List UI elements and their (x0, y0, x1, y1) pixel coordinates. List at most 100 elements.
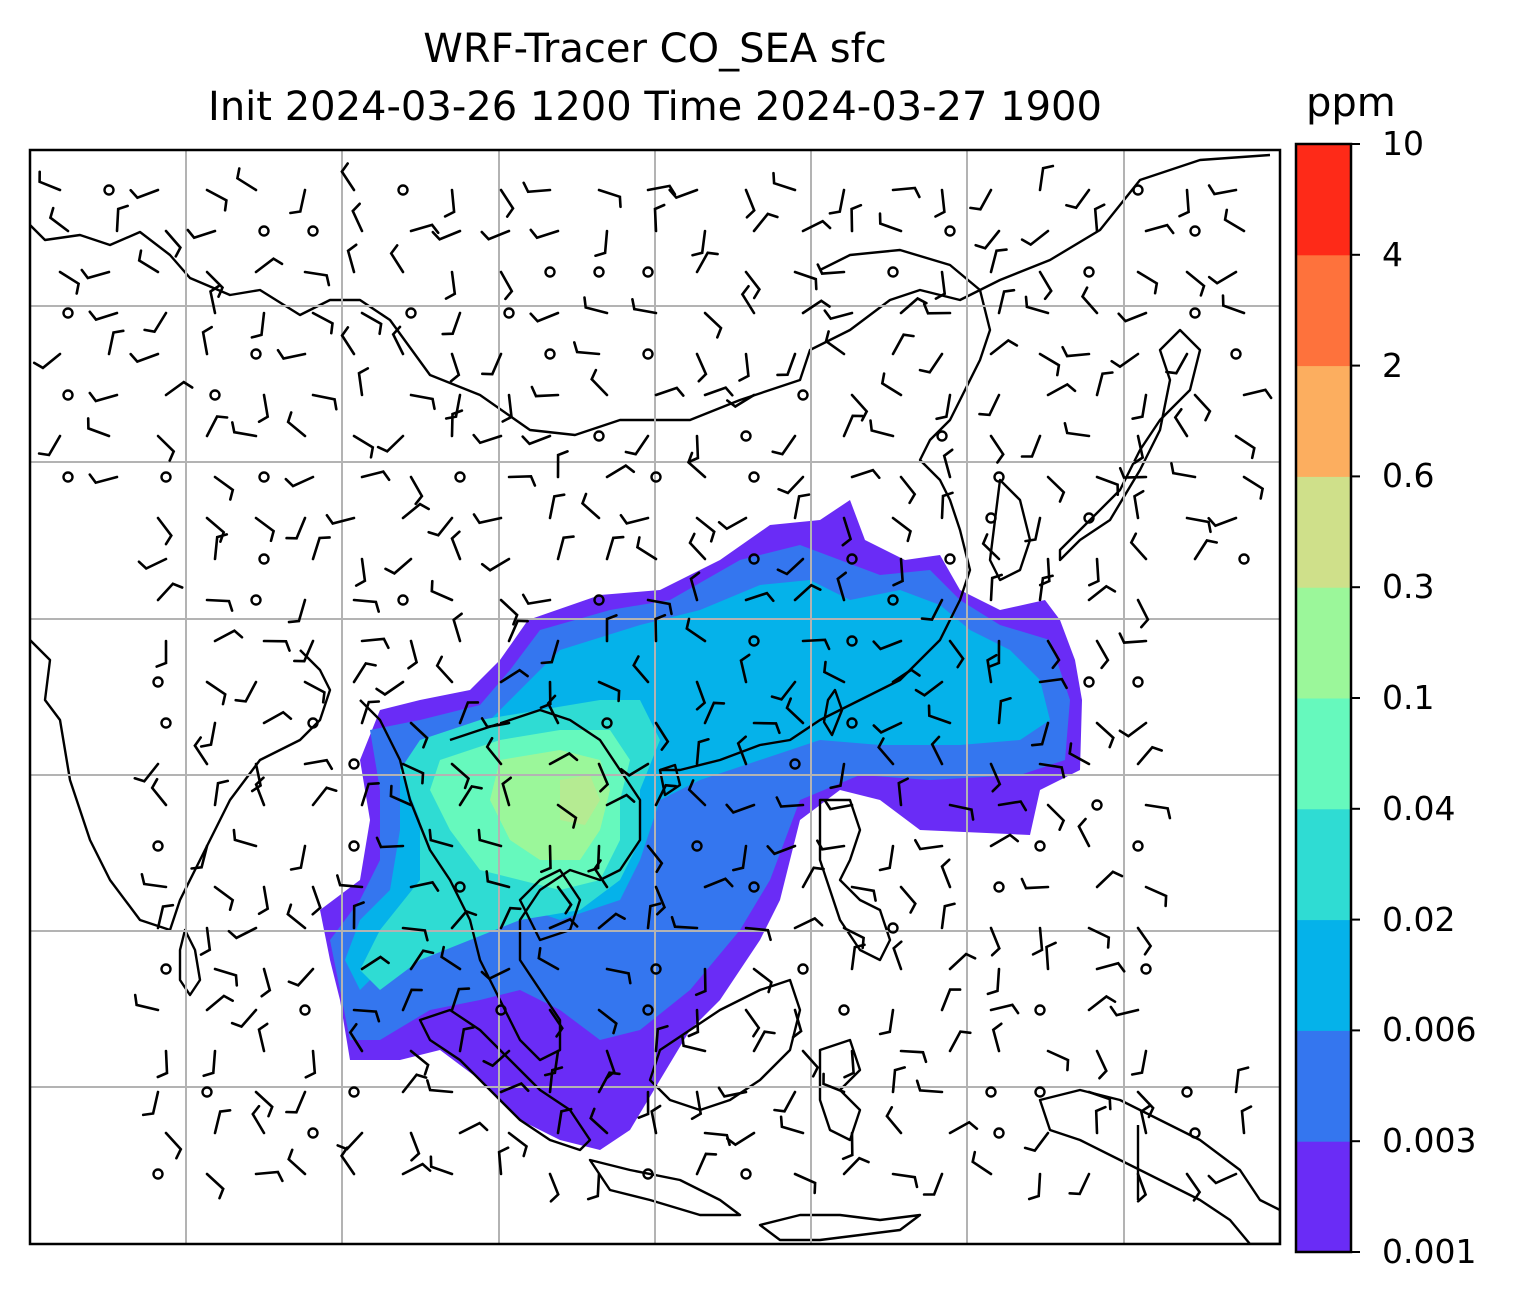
wind-barb (140, 873, 168, 889)
wind-barb (997, 800, 1028, 812)
calm-wind-marker (642, 266, 654, 278)
wind-barb (801, 638, 831, 651)
calm-wind-marker (1083, 676, 1095, 688)
wind-barb (586, 1172, 601, 1201)
wind-barb (940, 902, 956, 930)
colorbar-band (1296, 254, 1351, 367)
wind-barb (891, 1172, 919, 1189)
wind-barb (1046, 475, 1066, 503)
wind-barb (360, 470, 391, 482)
wind-barb (285, 1090, 307, 1114)
calm-wind-marker (748, 881, 760, 893)
calm-wind-marker (887, 594, 899, 606)
wind-barb (801, 1049, 820, 1078)
wind-barb (654, 783, 678, 807)
coast-java (588, 1158, 742, 1217)
wind-barb (548, 1008, 564, 1038)
wind-barb (695, 516, 716, 543)
wind-barb (556, 1107, 573, 1135)
wind-barb (801, 866, 825, 889)
wind-barb (254, 776, 266, 807)
wind-barb (1038, 677, 1068, 690)
wind-barb (646, 184, 677, 196)
wind-barb (739, 653, 751, 684)
wind-barb (1068, 742, 1091, 766)
wind-barb (1068, 1172, 1091, 1196)
colorbar-tick-label: 4 (1382, 234, 1403, 274)
wind-barb (251, 1104, 266, 1135)
wind-barb (48, 206, 70, 233)
wind-barb (311, 536, 331, 561)
wind-barb (703, 311, 723, 339)
wind-barb (202, 1049, 217, 1078)
wind-barb (346, 243, 358, 274)
wind-barbs (32, 162, 1273, 1203)
wind-barb (725, 803, 756, 815)
wind-barb (485, 870, 511, 889)
wind-barb (948, 952, 977, 971)
wind-barb (822, 1072, 846, 1094)
calm-wind-marker (544, 348, 556, 360)
wind-barb (137, 249, 160, 274)
wind-barb (1223, 208, 1246, 233)
wind-barb (695, 1152, 718, 1176)
wind-barb (1094, 1105, 1107, 1135)
wind-barb (1095, 870, 1124, 889)
wind-barb (354, 557, 367, 587)
wind-barb (501, 393, 513, 423)
wind-barb (205, 680, 227, 706)
wind-barb (927, 704, 952, 725)
wind-barb (850, 885, 877, 902)
wind-barb (543, 1049, 560, 1077)
wind-barb (376, 434, 405, 453)
wind-barb (1136, 270, 1159, 295)
calm-wind-marker (1132, 184, 1144, 196)
wind-barb (891, 1066, 906, 1094)
wind-barb (775, 796, 805, 808)
wind-barb (681, 1034, 707, 1053)
colorbar-band (1296, 919, 1351, 1031)
calm-wind-marker (1132, 840, 1144, 852)
wind-barb (529, 311, 560, 323)
wind-barb (776, 352, 797, 377)
wind-barb (1240, 1105, 1253, 1135)
wind-barb (646, 598, 673, 616)
wind-barb (914, 680, 944, 697)
wind-barb (360, 311, 383, 336)
wind-barb (213, 533, 229, 561)
wind-barb (744, 188, 756, 219)
wind-barb (548, 493, 566, 520)
wind-barb (213, 967, 239, 987)
wind-barb (201, 325, 213, 356)
wind-barb (164, 1131, 183, 1160)
colorbar-tick-label: 10 (1382, 124, 1424, 163)
coast-newguinea (1038, 1088, 1280, 1244)
wind-barb (1088, 557, 1100, 587)
calm-wind-marker (454, 471, 466, 483)
wind-barb (556, 450, 569, 479)
wind-barb (981, 533, 1001, 561)
colorbar-tick-label: 0.3 (1382, 567, 1435, 607)
wind-barb (1046, 382, 1077, 397)
wind-barb (1063, 422, 1091, 438)
wind-barb (444, 270, 457, 300)
coast-gulf-thailand (518, 868, 582, 942)
wind-barb (1087, 994, 1117, 1012)
wind-barb (213, 629, 244, 643)
calm-wind-marker (887, 266, 899, 278)
wind-barb (935, 393, 952, 421)
wind-barb (738, 352, 750, 382)
wind-barb (384, 557, 413, 575)
wind-barb (286, 903, 307, 930)
wind-barb (38, 170, 62, 192)
wind-barb (80, 268, 111, 280)
wind-barb (287, 598, 307, 624)
wind-barb (1133, 434, 1145, 465)
wind-barb (1020, 877, 1050, 890)
wind-barb (1095, 721, 1115, 749)
calm-wind-marker (258, 553, 270, 565)
wind-barb (357, 367, 370, 397)
wind-barb (155, 639, 168, 668)
wind-barb (537, 947, 560, 971)
wind-barb (250, 762, 263, 793)
